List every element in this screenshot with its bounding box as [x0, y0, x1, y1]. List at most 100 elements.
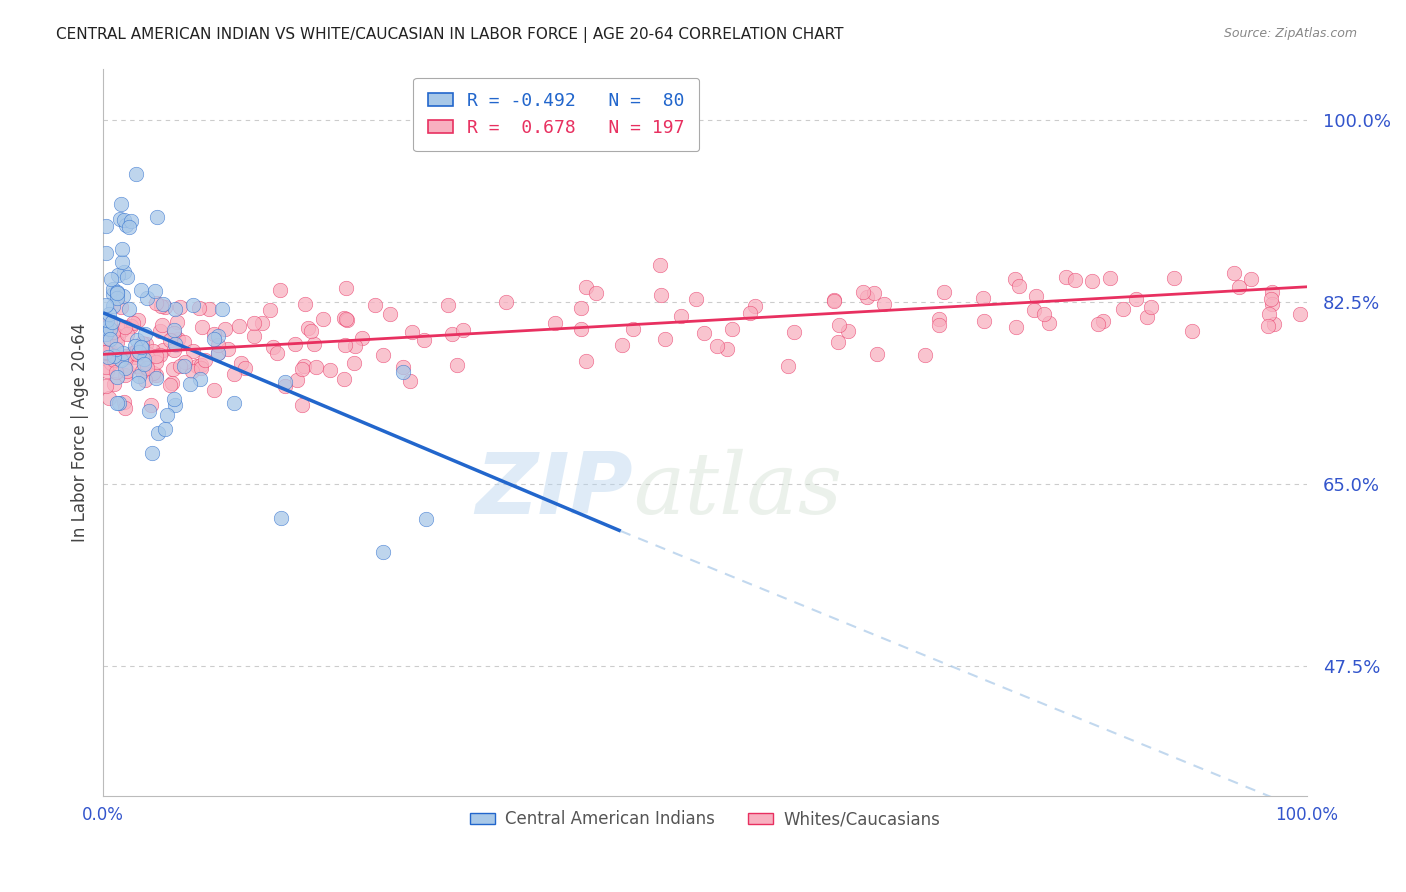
Point	[207, 329, 229, 343]
Point	[114, 401, 136, 415]
Point	[783, 325, 806, 339]
Point	[135, 361, 157, 376]
Point	[94, 219, 117, 234]
Point	[343, 356, 366, 370]
Point	[197, 301, 219, 316]
Point	[127, 346, 149, 360]
Point	[103, 352, 125, 367]
Point	[332, 372, 354, 386]
Point	[222, 395, 245, 409]
Point	[111, 255, 134, 269]
Point	[94, 360, 117, 375]
Point	[224, 368, 246, 382]
Point	[96, 312, 118, 326]
Point	[173, 334, 195, 349]
Point	[100, 356, 122, 370]
Point	[115, 270, 138, 285]
Point	[105, 342, 128, 356]
Point	[823, 293, 845, 308]
Point	[738, 306, 761, 320]
Point	[207, 346, 229, 360]
Point	[105, 286, 128, 301]
Point	[242, 316, 264, 330]
Point	[97, 392, 120, 406]
Point	[145, 371, 167, 385]
Point	[114, 320, 136, 334]
Point	[973, 314, 995, 328]
Point	[778, 359, 800, 373]
Point	[828, 318, 851, 333]
Point	[243, 328, 266, 343]
Point	[98, 316, 121, 330]
Point	[302, 336, 325, 351]
Point	[305, 360, 328, 375]
Point	[179, 376, 201, 391]
Point	[685, 292, 707, 306]
Point	[163, 323, 186, 337]
Point	[105, 285, 128, 299]
Point	[174, 355, 197, 369]
Point	[1125, 292, 1147, 306]
Point	[101, 315, 124, 329]
Point	[1087, 317, 1109, 331]
Point	[863, 285, 886, 300]
Point	[105, 370, 128, 384]
Point	[150, 318, 173, 333]
Point	[569, 322, 592, 336]
Point	[136, 346, 159, 360]
Point	[121, 346, 143, 360]
Point	[1064, 273, 1087, 287]
Point	[188, 372, 211, 386]
Point	[1261, 285, 1284, 300]
Point	[194, 353, 217, 368]
Point	[142, 343, 165, 358]
Text: ZIP: ZIP	[475, 449, 633, 532]
Point	[163, 343, 186, 357]
Point	[166, 315, 188, 329]
Point	[145, 210, 167, 224]
Point	[837, 324, 859, 338]
Point	[648, 258, 671, 272]
Point	[145, 349, 167, 363]
Point	[575, 354, 598, 368]
Point	[1260, 292, 1282, 306]
Point	[299, 325, 322, 339]
Point	[129, 340, 152, 354]
Legend: Central American Indians, Whites/Caucasians: Central American Indians, Whites/Caucasi…	[464, 804, 946, 835]
Point	[233, 360, 256, 375]
Point	[187, 301, 209, 316]
Point	[202, 327, 225, 342]
Point	[165, 398, 187, 412]
Point	[1038, 316, 1060, 330]
Point	[1099, 270, 1122, 285]
Point	[107, 268, 129, 282]
Point	[118, 219, 141, 234]
Point	[145, 368, 167, 382]
Point	[103, 377, 125, 392]
Point	[1263, 317, 1285, 331]
Point	[138, 404, 160, 418]
Text: CENTRAL AMERICAN INDIAN VS WHITE/CAUCASIAN IN LABOR FORCE | AGE 20-64 CORRELATIO: CENTRAL AMERICAN INDIAN VS WHITE/CAUCASI…	[56, 27, 844, 43]
Point	[191, 320, 214, 334]
Point	[934, 285, 956, 299]
Point	[114, 360, 136, 375]
Point	[136, 291, 159, 305]
Point	[120, 319, 142, 334]
Point	[97, 334, 120, 349]
Point	[122, 350, 145, 364]
Point	[413, 333, 436, 347]
Point	[181, 343, 204, 358]
Point	[612, 338, 634, 352]
Point	[98, 332, 121, 346]
Point	[139, 398, 162, 412]
Point	[1032, 307, 1054, 321]
Point	[972, 291, 994, 305]
Point	[650, 287, 672, 301]
Point	[319, 363, 342, 377]
Point	[207, 346, 229, 360]
Point	[654, 332, 676, 346]
Point	[120, 214, 142, 228]
Point	[391, 365, 413, 379]
Point	[165, 337, 187, 351]
Point	[1111, 301, 1133, 316]
